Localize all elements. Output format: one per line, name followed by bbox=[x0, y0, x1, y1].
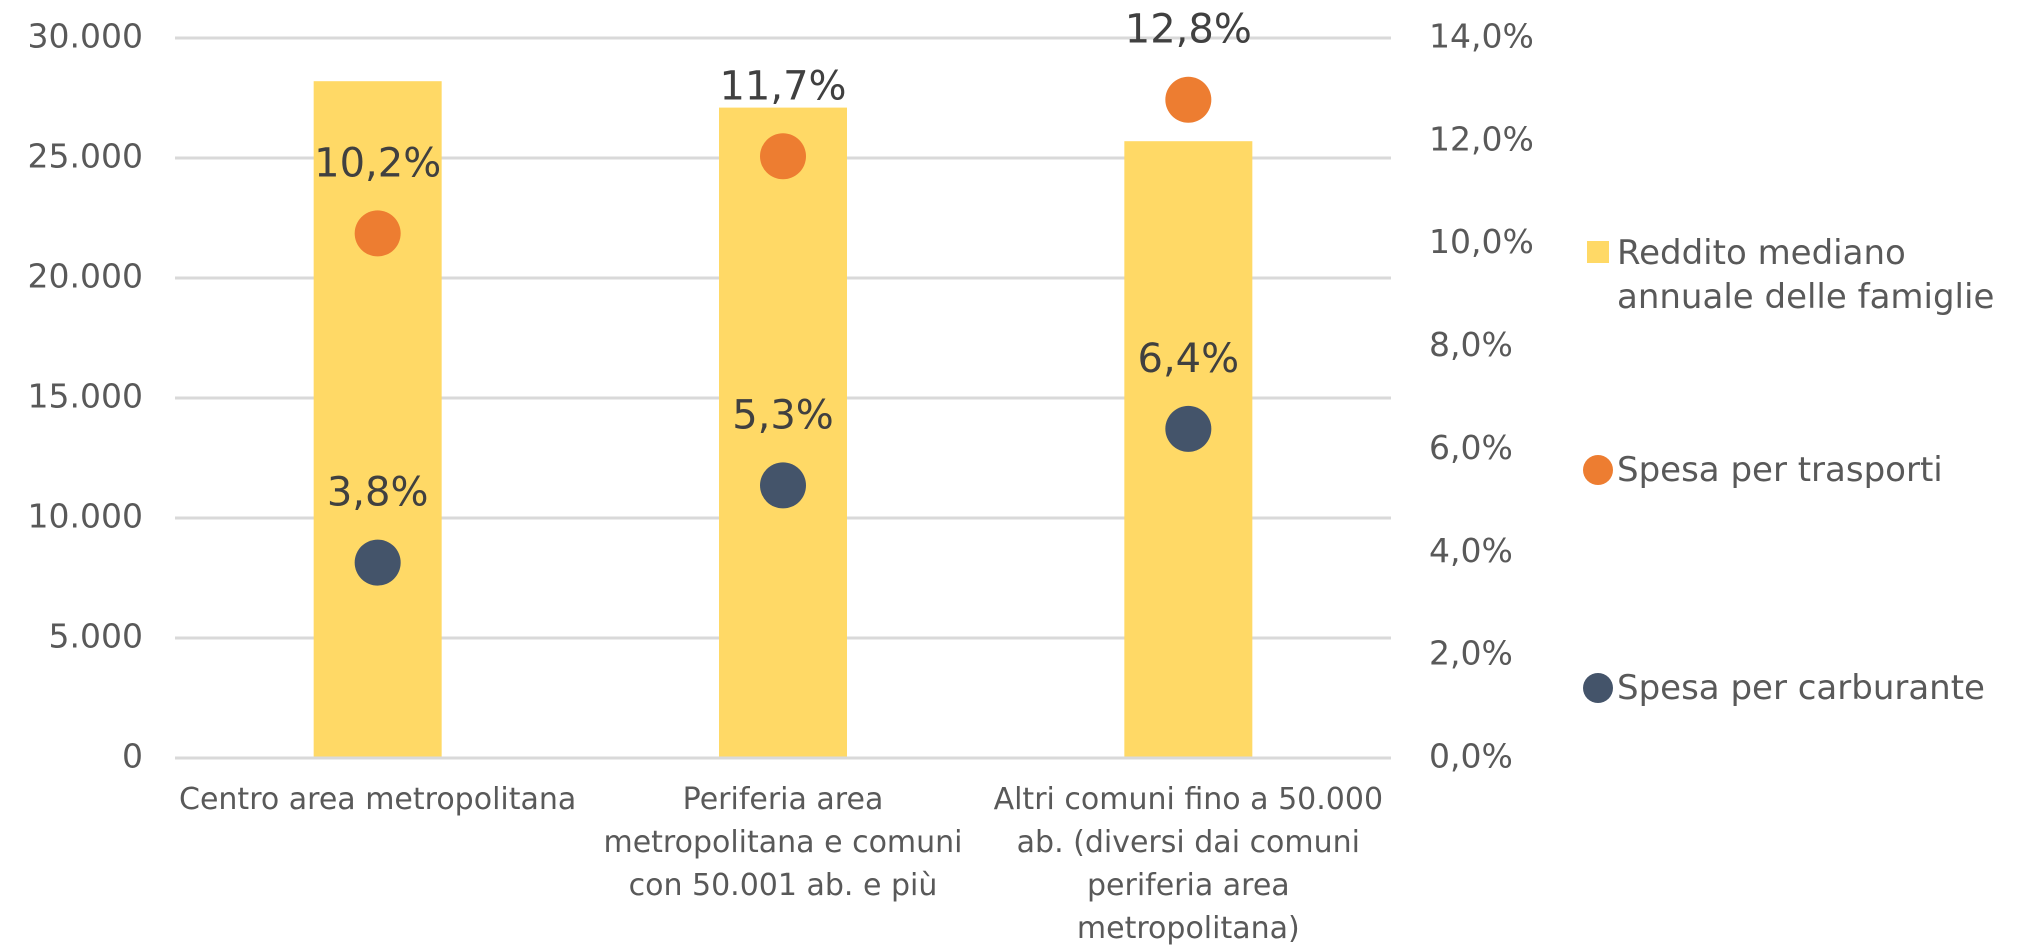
data-label: 11,7% bbox=[719, 63, 846, 109]
y-tick-label: 5.000 bbox=[49, 617, 143, 656]
legend-label: Spesa per carburante bbox=[1617, 668, 1985, 708]
data-label: 10,2% bbox=[314, 140, 441, 186]
y-tick-label: 0 bbox=[122, 737, 143, 776]
dot bbox=[1165, 405, 1212, 452]
legend-marker bbox=[1583, 673, 1613, 703]
data-label: 3,8% bbox=[327, 470, 429, 516]
y2-tick-label: 10,0% bbox=[1429, 222, 1534, 261]
x-tick-label: Periferia area metropolitana e comuni co… bbox=[603, 782, 963, 903]
y2-tick-label: 8,0% bbox=[1429, 325, 1513, 364]
dot bbox=[1165, 76, 1212, 123]
y2-tick-label: 0,0% bbox=[1429, 737, 1513, 776]
legend-marker bbox=[1587, 241, 1609, 263]
y-tick-label: 10.000 bbox=[28, 497, 143, 536]
y-tick-label: 20.000 bbox=[28, 257, 143, 296]
y2-tick-label: 4,0% bbox=[1429, 531, 1513, 570]
y2-tick-label: 2,0% bbox=[1429, 634, 1513, 673]
y2-tick-label: 12,0% bbox=[1429, 119, 1534, 158]
y-tick-label: 25.000 bbox=[28, 137, 143, 176]
dot bbox=[760, 133, 806, 180]
data-label: 6,4% bbox=[1138, 336, 1240, 382]
y-tick-label: 30.000 bbox=[28, 17, 143, 56]
dot bbox=[760, 462, 806, 509]
data-label: 12,8% bbox=[1125, 7, 1252, 53]
dot bbox=[354, 539, 401, 586]
y-tick-label: 15.000 bbox=[28, 377, 143, 416]
y2-tick-label: 6,0% bbox=[1429, 428, 1513, 467]
dot bbox=[354, 210, 401, 257]
x-tick-label: Centro area metropolitana bbox=[179, 782, 577, 817]
data-label: 5,3% bbox=[732, 392, 834, 438]
bar bbox=[719, 107, 847, 759]
legend-label: Spesa per trasporti bbox=[1617, 450, 1943, 490]
y2-tick-label: 14,0% bbox=[1429, 17, 1534, 56]
legend-label: Reddito mediano annuale delle famiglie bbox=[1617, 233, 1995, 317]
legend-marker bbox=[1583, 455, 1613, 485]
x-tick-label: Altri comuni fino a 50.000 ab. (diversi … bbox=[993, 782, 1384, 946]
bar bbox=[313, 81, 442, 758]
